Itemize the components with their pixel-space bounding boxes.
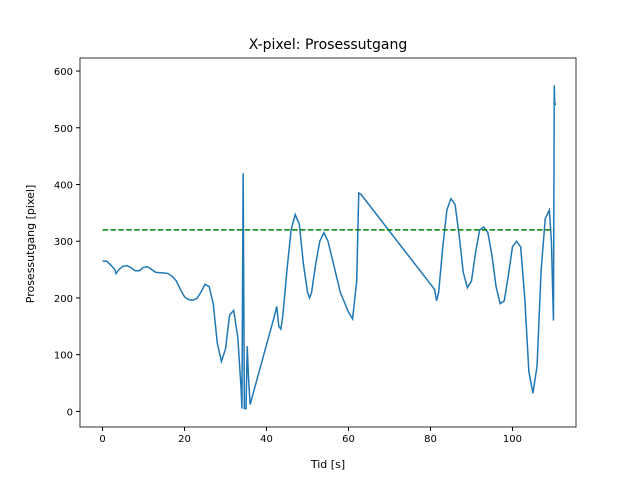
y-tick-label: 500 (54, 124, 73, 135)
x-tick-label: 40 (260, 434, 273, 445)
x-axis-label: Tid [s] (310, 458, 345, 471)
x-tick-label: 100 (503, 434, 522, 445)
y-tick-label: 0 (67, 407, 73, 418)
data-line (102, 85, 557, 410)
y-axis-label: Prosessutgang [pixel] (24, 185, 37, 304)
plot-frame (79, 57, 577, 428)
y-tick-label: 300 (54, 237, 73, 248)
y-tick-label: 200 (54, 294, 73, 305)
chart-title: X-pixel: Prosessutgang (249, 37, 408, 53)
y-tick-label: 100 (54, 351, 73, 362)
x-tick-label: 80 (424, 434, 437, 445)
x-tick-label: 20 (178, 434, 191, 445)
y-tick-label: 600 (54, 67, 73, 78)
y-tick-label: 400 (54, 180, 73, 191)
x-tick-label: 0 (99, 434, 105, 445)
x-tick-label: 60 (342, 434, 355, 445)
